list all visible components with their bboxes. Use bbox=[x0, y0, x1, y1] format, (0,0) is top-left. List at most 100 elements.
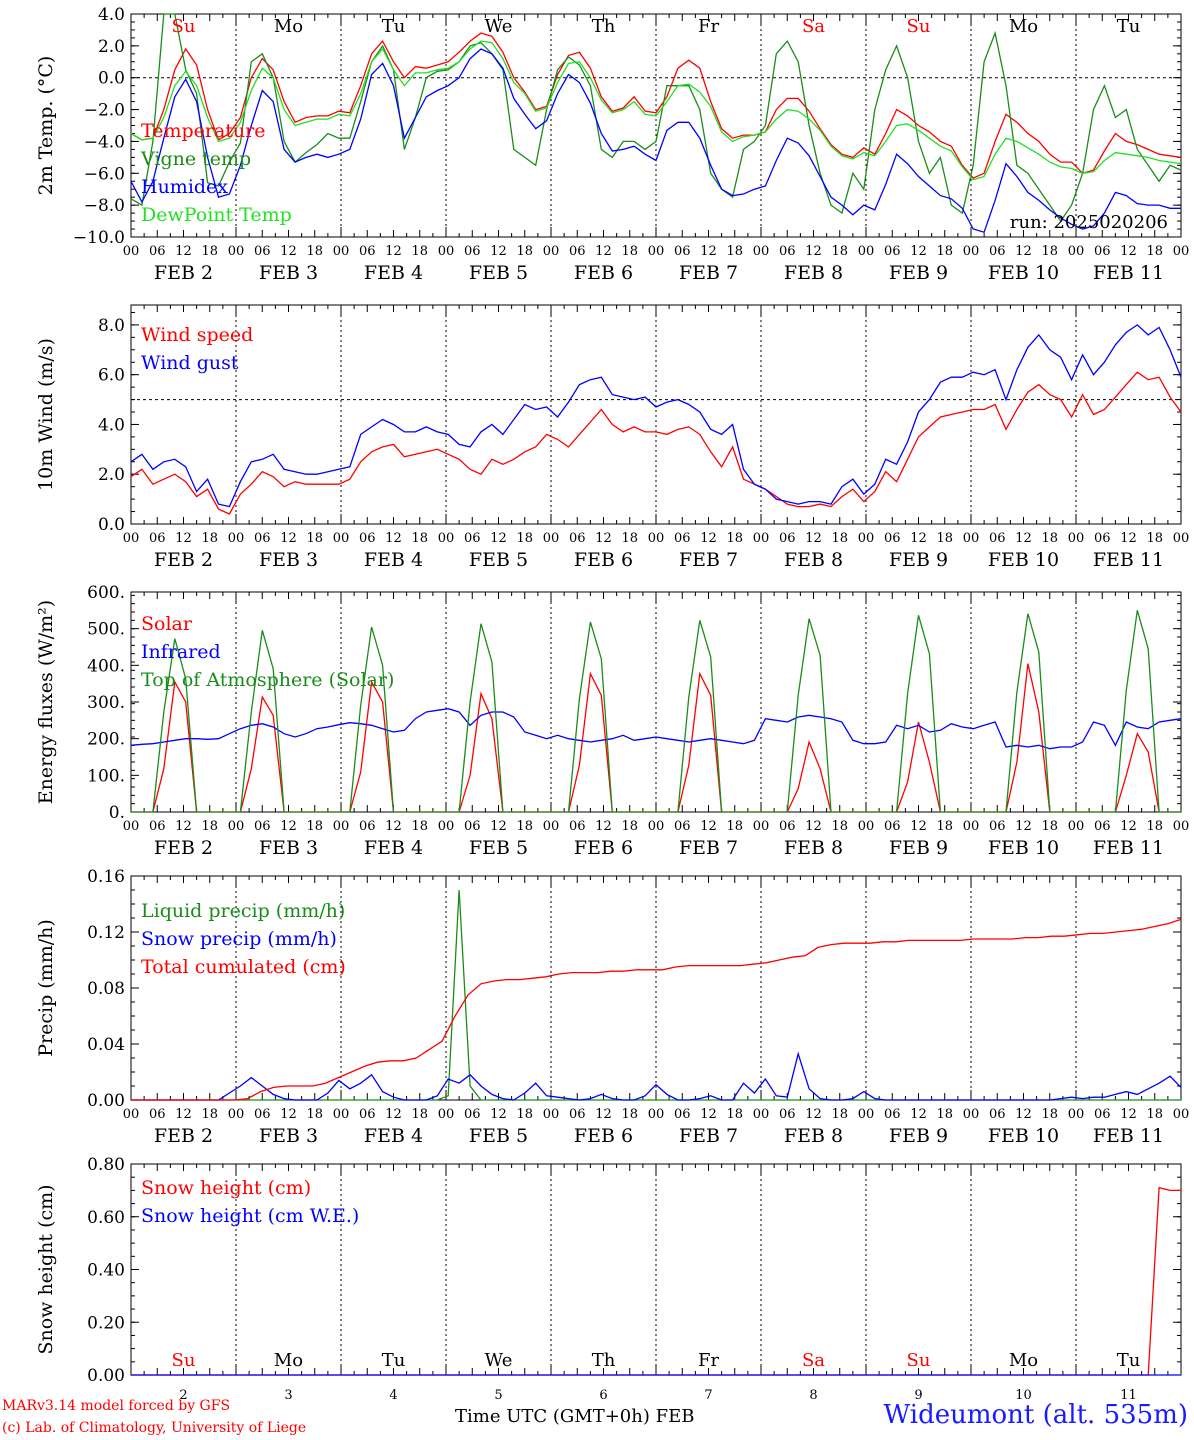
x-hour-label: 18 bbox=[831, 531, 848, 546]
x-date-label: FEB 11 bbox=[1093, 1125, 1164, 1147]
x-hour-label: 18 bbox=[411, 531, 428, 546]
x-hour-label: 12 bbox=[595, 1107, 612, 1122]
x-hour-label: 00 bbox=[1068, 819, 1085, 834]
day-name-label: Tu bbox=[1117, 16, 1141, 37]
x-hour-label: 00 bbox=[333, 819, 350, 834]
y-tick-label: 200. bbox=[87, 730, 125, 750]
x-hour-label: 00 bbox=[1068, 531, 1085, 546]
x-hour-label: 12 bbox=[1120, 819, 1137, 834]
series-line-lightgreen bbox=[130, 40, 1182, 181]
x-hour-label: 18 bbox=[1041, 819, 1058, 834]
x-hour-label: 00 bbox=[228, 244, 245, 259]
y-tick-label: 0.12 bbox=[87, 923, 125, 943]
x-hour-label: 00 bbox=[1068, 1107, 1085, 1122]
chart-panel-4 bbox=[130, 875, 1182, 1101]
x-date-label: FEB 2 bbox=[154, 549, 213, 571]
x-hour-label: 12 bbox=[910, 1107, 927, 1122]
x-date-label: FEB 6 bbox=[574, 837, 633, 859]
y-tick-label: 2.0 bbox=[98, 37, 125, 57]
x-hour-label: 06 bbox=[779, 819, 796, 834]
day-number-label: 11 bbox=[1120, 1388, 1137, 1403]
chart-panel-5 bbox=[130, 1163, 1182, 1376]
day-name-label: Mo bbox=[1009, 16, 1038, 37]
y-tick-label: −4.0 bbox=[84, 132, 125, 152]
x-hour-label: 06 bbox=[989, 1107, 1006, 1122]
x-hour-label: 06 bbox=[359, 244, 376, 259]
x-hour-label: 18 bbox=[1041, 244, 1058, 259]
x-hour-label: 00 bbox=[963, 819, 980, 834]
day-number-label: 8 bbox=[809, 1388, 817, 1403]
x-hour-label: 18 bbox=[306, 819, 323, 834]
x-hour-label: 18 bbox=[936, 531, 953, 546]
x-hour-label: 06 bbox=[779, 244, 796, 259]
x-date-label: FEB 3 bbox=[259, 1125, 318, 1147]
x-date-label: FEB 7 bbox=[679, 549, 738, 571]
x-hour-label: 12 bbox=[700, 819, 717, 834]
x-hour-label: 12 bbox=[385, 244, 402, 259]
x-hour-label: 12 bbox=[910, 244, 927, 259]
x-date-label: FEB 7 bbox=[679, 837, 738, 859]
x-hour-label: 18 bbox=[621, 1107, 638, 1122]
x-hour-label: 18 bbox=[726, 531, 743, 546]
y-tick-label: 0.0 bbox=[98, 69, 125, 89]
y-tick-label: 0. bbox=[109, 803, 125, 823]
x-hour-label: 06 bbox=[1094, 244, 1111, 259]
y-axis-label: 10m Wind (m/s) bbox=[35, 338, 57, 491]
x-hour-label: 18 bbox=[1146, 244, 1163, 259]
x-hour-label: 12 bbox=[175, 531, 192, 546]
x-hour-label: 18 bbox=[201, 819, 218, 834]
x-hour-label: 12 bbox=[1120, 244, 1137, 259]
x-hour-label: 18 bbox=[726, 819, 743, 834]
x-hour-label: 12 bbox=[1015, 531, 1032, 546]
day-name-label: Su bbox=[172, 16, 196, 37]
x-hour-label: 00 bbox=[123, 819, 140, 834]
x-hour-label: 00 bbox=[123, 1107, 140, 1122]
x-hour-label: 06 bbox=[359, 1107, 376, 1122]
x-hour-label: 18 bbox=[516, 819, 533, 834]
x-hour-label: 00 bbox=[1173, 531, 1190, 546]
x-date-label: FEB 10 bbox=[988, 837, 1059, 859]
y-tick-label: 0.20 bbox=[87, 1313, 125, 1333]
legend-entry: Humidex bbox=[141, 176, 228, 198]
x-hour-label: 12 bbox=[1015, 819, 1032, 834]
y-axis-label: Energy fluxes (W/m²) bbox=[35, 600, 57, 804]
x-hour-label: 00 bbox=[333, 531, 350, 546]
x-hour-label: 18 bbox=[306, 1107, 323, 1122]
x-hour-label: 18 bbox=[621, 531, 638, 546]
x-hour-label: 18 bbox=[201, 531, 218, 546]
x-hour-label: 06 bbox=[1094, 531, 1111, 546]
x-hour-label: 00 bbox=[753, 244, 770, 259]
x-hour-label: 00 bbox=[333, 1107, 350, 1122]
series-line-blue bbox=[130, 708, 1182, 750]
x-hour-label: 06 bbox=[464, 244, 481, 259]
x-hour-label: 00 bbox=[648, 819, 665, 834]
x-hour-label: 06 bbox=[884, 531, 901, 546]
x-date-label: FEB 6 bbox=[574, 1125, 633, 1147]
x-hour-label: 18 bbox=[726, 1107, 743, 1122]
y-tick-label: 300. bbox=[87, 693, 125, 713]
x-hour-label: 00 bbox=[333, 244, 350, 259]
x-hour-label: 12 bbox=[805, 819, 822, 834]
day-name-label: Fr bbox=[698, 1350, 719, 1371]
x-date-label: FEB 6 bbox=[574, 549, 633, 571]
x-hour-label: 18 bbox=[831, 819, 848, 834]
day-name-label: We bbox=[485, 1350, 513, 1371]
x-hour-label: 12 bbox=[700, 244, 717, 259]
legend-entry: DewPoint Temp bbox=[141, 204, 292, 226]
y-tick-label: 500. bbox=[87, 620, 125, 640]
x-hour-label: 12 bbox=[1015, 1107, 1032, 1122]
x-hour-label: 18 bbox=[936, 1107, 953, 1122]
y-tick-label: 4.0 bbox=[98, 415, 125, 435]
x-hour-label: 12 bbox=[490, 819, 507, 834]
x-hour-label: 06 bbox=[464, 819, 481, 834]
x-date-label: FEB 2 bbox=[154, 1125, 213, 1147]
legend-entry: Liquid precip (mm/h) bbox=[141, 900, 345, 922]
x-date-label: FEB 5 bbox=[469, 262, 528, 284]
x-date-label: FEB 2 bbox=[154, 837, 213, 859]
x-hour-label: 00 bbox=[228, 819, 245, 834]
day-name-label: We bbox=[485, 16, 513, 37]
x-hour-label: 00 bbox=[228, 1107, 245, 1122]
x-hour-label: 12 bbox=[595, 531, 612, 546]
day-name-label: Sa bbox=[802, 16, 825, 37]
x-date-label: FEB 11 bbox=[1093, 262, 1164, 284]
